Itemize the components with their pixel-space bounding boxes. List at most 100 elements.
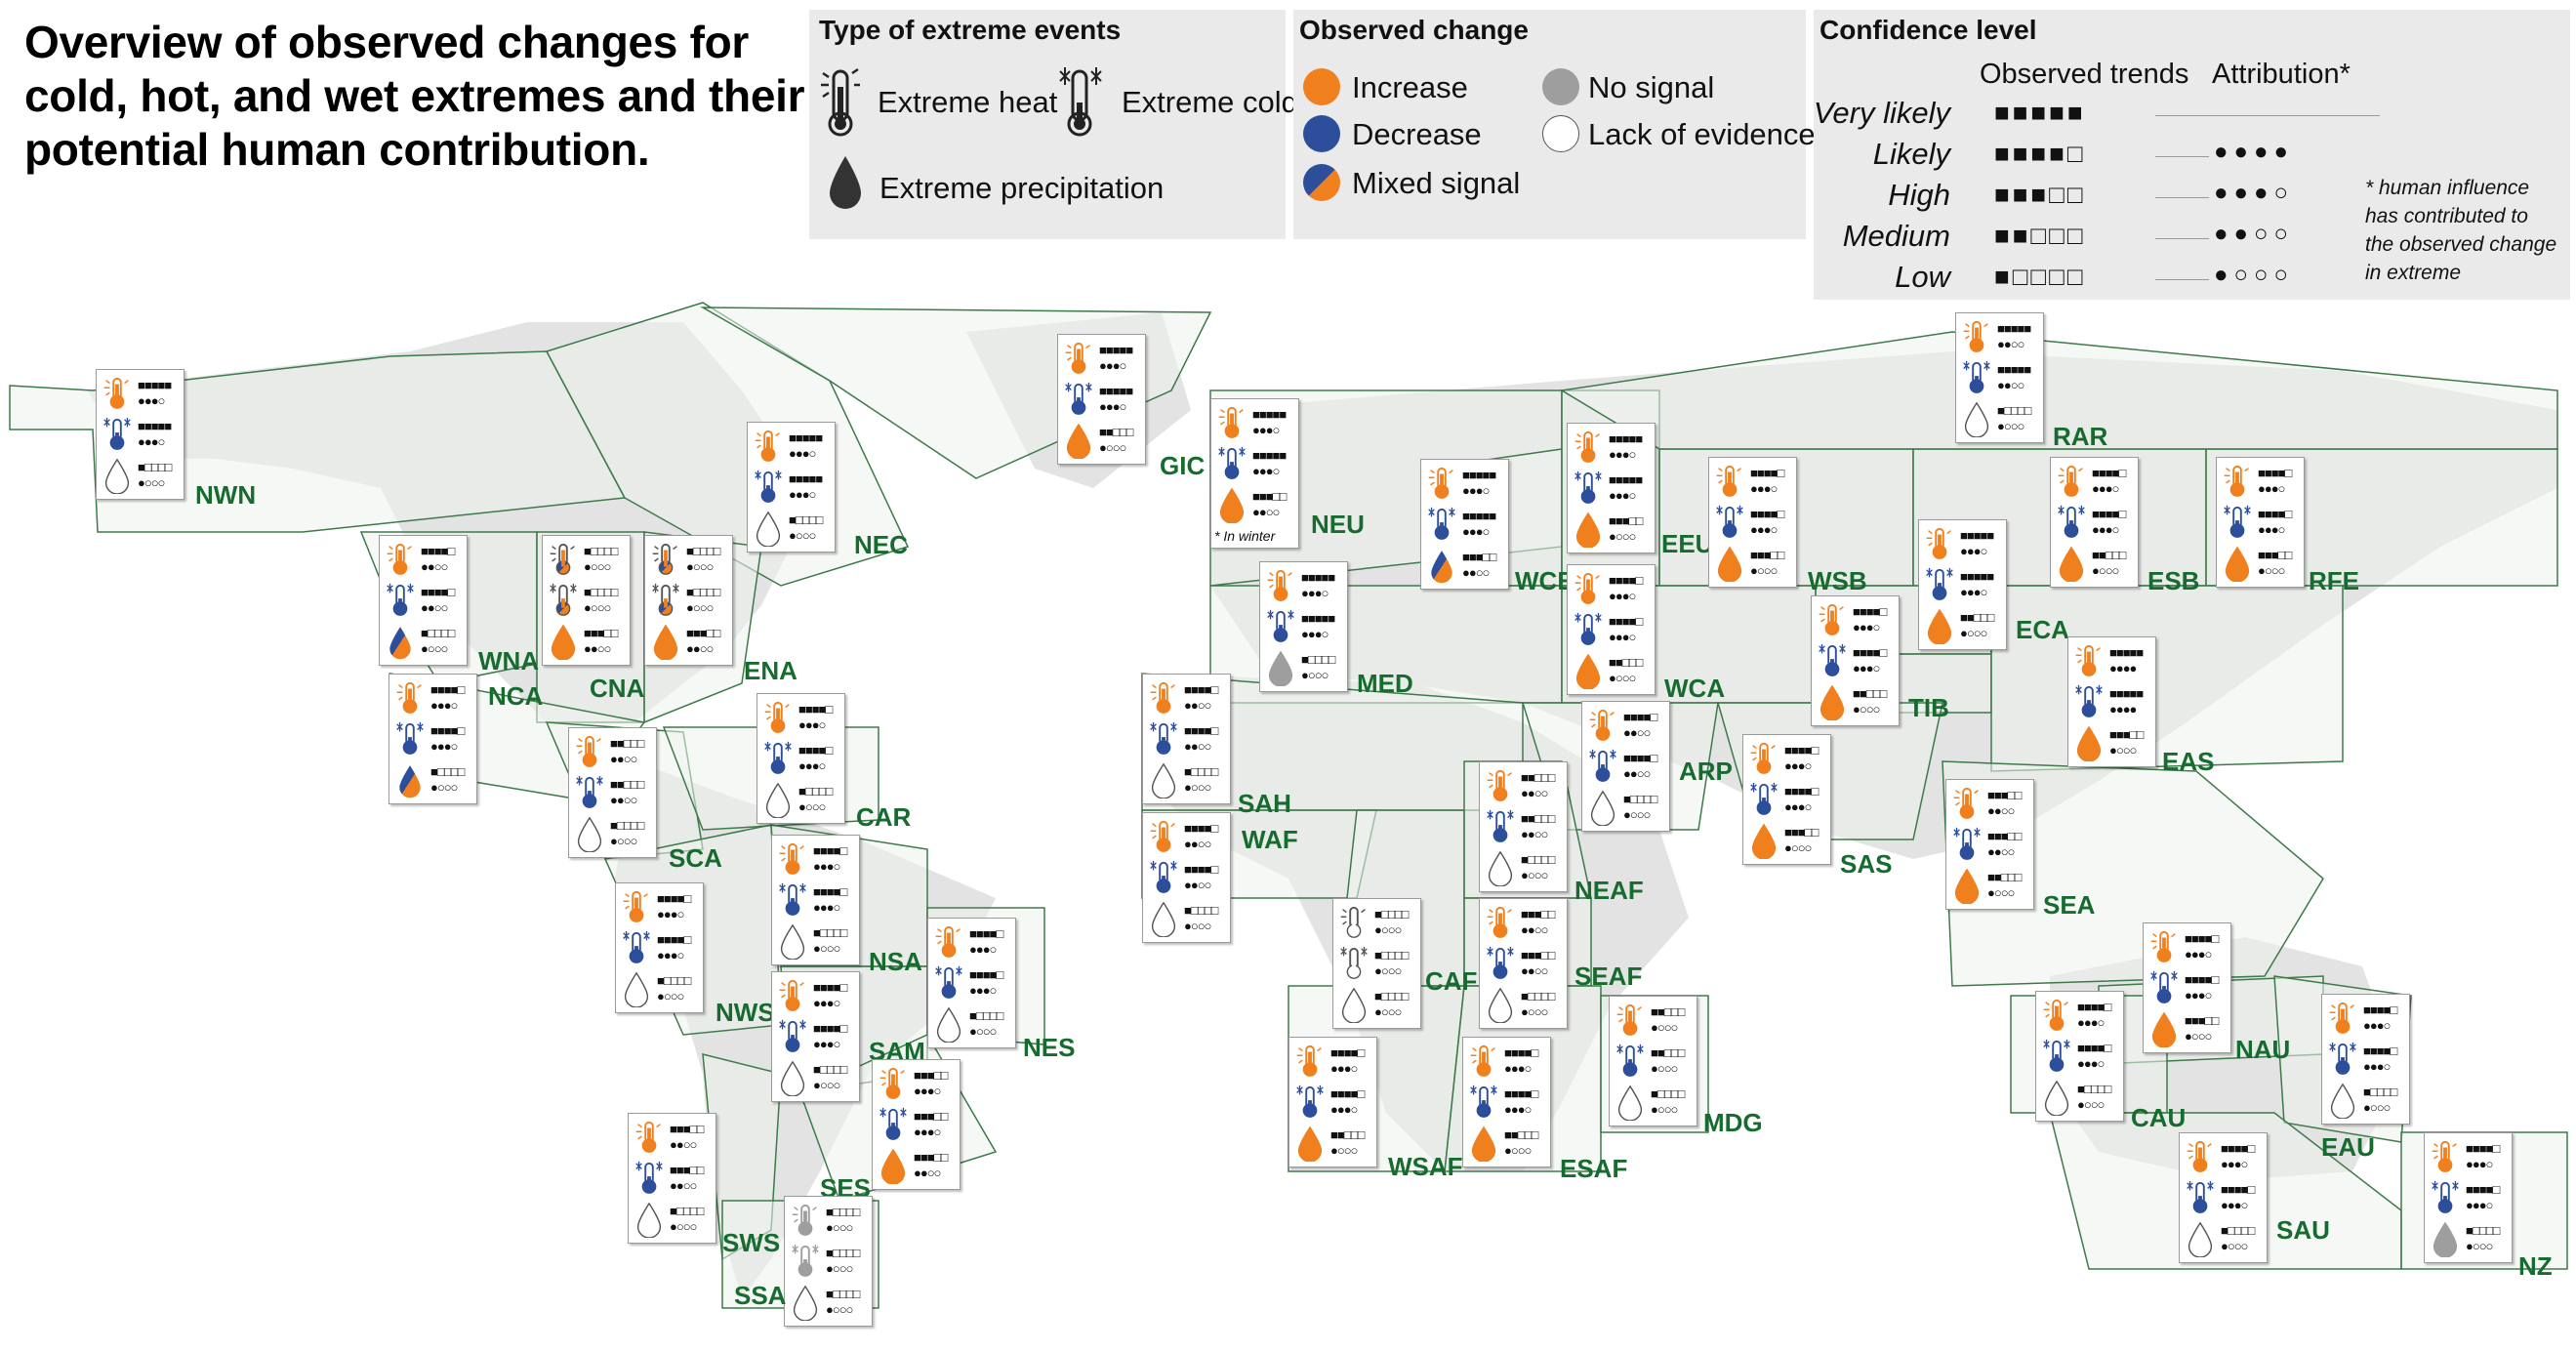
- region-label-caf: CAF: [1425, 966, 1478, 996]
- thermometer-heat-icon: [1616, 1003, 1642, 1036]
- trend-squares: ■■■■□: [1504, 1086, 1538, 1101]
- trend-squares: ■■■■■: [1252, 448, 1287, 463]
- region-panel-wna: ■■■■□ ●●○○ ■■■■□ ●●○○ ■□□□□ ●○○○: [379, 535, 468, 666]
- region-panel-nau: ■■■■□ ●●●○ ■■■■□ ●●●○ ■■■□□ ●○○○: [2143, 922, 2231, 1053]
- thermometer-heat-icon: [2432, 1140, 2457, 1172]
- region-label-eas: EAS: [2162, 747, 2215, 776]
- attribution-dots: ●○○○: [670, 1219, 697, 1234]
- region-row-heat: ■■■■□ ●●●○: [1747, 739, 1827, 778]
- attribution-dots: ●○○○: [2221, 1239, 2248, 1253]
- attribution-dots: ●●●○: [798, 758, 826, 773]
- trend-squares: ■□□□□: [826, 1246, 860, 1260]
- confidence-level-label: Medium: [1842, 219, 1950, 253]
- drop-icon: [1717, 546, 1742, 582]
- thermometer-heat-icon: [1716, 465, 1741, 497]
- drop-icon: [1751, 823, 1777, 859]
- drop-icon: [397, 762, 423, 798]
- trend-squares: ■■■■□: [1184, 821, 1218, 836]
- region-row-prec: ■■□□□ ●○○○: [2055, 544, 2135, 583]
- attribution-dots: ●○○○: [2466, 1239, 2493, 1253]
- region-row-cold: ■■■■□ ●●●○: [761, 739, 841, 778]
- thermometer-cold-icon: [2432, 1180, 2459, 1213]
- region-row-cold: ■□□□□ ●○○○: [547, 581, 627, 620]
- trend-squares: ■■■■□: [1784, 743, 1819, 757]
- trend-squares: ■■■■□: [2466, 1141, 2500, 1156]
- region-label-wce: WCE: [1515, 566, 1574, 595]
- drop-icon: [936, 1006, 961, 1043]
- trend-squares: ■■■■□: [2363, 1044, 2397, 1058]
- region-row-cold: ■□□□□ ●○○○: [649, 581, 729, 620]
- region-label-waf: WAF: [1242, 825, 1298, 854]
- region-panel-rfe: ■■■■□ ●●●○ ■■■■□ ●●●○ ■■■□□ ●○○○: [2216, 457, 2305, 588]
- region-row-prec: ■□□□□ ●○○○: [789, 1283, 869, 1322]
- region-panel-waf: ■■■■□ ●●○○ ■■■■□ ●●○○ ■□□□□ ●○○○: [1142, 812, 1231, 943]
- attribution-dots: ●●●○: [657, 948, 684, 962]
- attribution-dots: ●●●○: [2258, 522, 2285, 537]
- winter-note: * In winter: [1214, 528, 1276, 544]
- thermometer-heat-icon: [1953, 787, 1979, 819]
- attribution-dots: ●●●○: [1252, 423, 1280, 437]
- attribution-dots: ●●●○: [813, 859, 840, 874]
- region-row-heat: ■■■■□ ●●●○: [620, 887, 700, 926]
- region-row-heat: ■■■■□ ●●●○: [2429, 1137, 2509, 1176]
- region-row-prec: ■■■□□ ●○○○: [1713, 544, 1793, 583]
- region-row-heat: ■■■■□ ●●●○: [2147, 927, 2228, 966]
- legend-events-header: Type of extreme events: [819, 15, 1122, 45]
- thermometer-cold-icon: [1819, 643, 1846, 676]
- region-row-cold: ■■■■□ ●●●○: [620, 928, 700, 967]
- region-row-heat: ■■■■■ ●●●○: [1215, 403, 1295, 442]
- trend-squares: ■■■■□: [2185, 931, 2219, 946]
- region-row-heat: ■■■■■ ●●●○: [1425, 464, 1505, 503]
- attribution-dots: ●●●○: [2077, 1015, 2105, 1030]
- region-row-heat: ■■■■□ ●●●○: [761, 698, 841, 737]
- trend-squares: ■□□□□: [969, 1008, 1003, 1023]
- attribution-dots: ●●●○: [2221, 1157, 2248, 1171]
- region-panel-nca: ■■■■□ ●●●○ ■■■■□ ●●●○ ■□□□□ ●○○○: [388, 674, 477, 804]
- attribution-dots: ●●●○: [789, 446, 816, 461]
- region-label-rar: RAR: [2053, 422, 2108, 451]
- attribution-dots: ●●●○: [2092, 481, 2119, 496]
- region-panel-sca: ■■□□□ ●●○○ ■■□□□ ●●○○ ■□□□□ ●○○○: [568, 727, 657, 858]
- confidence-connector-line: [2155, 238, 2209, 239]
- region-row-prec: ■■■□□ ●○○○: [1747, 821, 1827, 860]
- drop-icon: [1820, 684, 1845, 720]
- region-row-heat: ■■■■□ ●●●○: [2055, 462, 2135, 501]
- drop-icon: [1954, 868, 1980, 904]
- trend-squares: ■□□□□: [798, 784, 833, 798]
- confidence-attribution-dots: ●●●○: [2214, 180, 2294, 206]
- trend-squares: ■□□□□: [584, 585, 618, 599]
- trend-squares: ■■■□□: [1521, 907, 1555, 921]
- attribution-dots: ●○○○: [584, 559, 611, 574]
- region-row-heat: ■■■■■ ●●●○: [1264, 566, 1344, 605]
- thermometer-cold-icon: [1059, 67, 1102, 137]
- attribution-dots: ●○○○: [2258, 563, 2285, 578]
- trend-squares: ■□□□□: [789, 512, 823, 527]
- attribution-dots: ●●●○: [430, 739, 458, 754]
- thermometer-cold-icon: [1574, 471, 1602, 504]
- region-row-prec: ■□□□□ ●○○○: [573, 814, 653, 853]
- region-panel-sah: ■■■■□ ●●○○ ■■■■□ ●●○○ ■□□□□ ●○○○: [1142, 674, 1231, 804]
- trend-squares: ■■■■■: [138, 378, 172, 392]
- region-panel-sws: ■■■□□ ●●○○ ■■■□□ ●●○○ ■□□□□ ●○○○: [628, 1113, 716, 1244]
- trend-squares: ■□□□□: [1521, 852, 1555, 867]
- thermometer-cold-icon: [1487, 946, 1514, 979]
- drop-icon: [1964, 401, 1989, 437]
- attribution-dots: ●●○○: [1987, 844, 2015, 859]
- thermometer-cold-icon: [1296, 1085, 1324, 1118]
- thermometer-cold-icon: [1716, 505, 1743, 538]
- region-label-neaf: NEAF: [1574, 876, 1644, 905]
- region-row-prec: ■■■□□ ●●○○: [1425, 546, 1505, 585]
- attribution-dots: ●●●○: [2363, 1059, 2391, 1074]
- trend-squares: ■■■■□: [2258, 466, 2292, 480]
- region-row-cold: ■■■■■ ●●●○: [1215, 444, 1295, 483]
- region-panel-nwn: ■■■■■ ●●●○ ■■■■■ ●●●○ ■□□□□ ●○○○: [96, 369, 184, 500]
- attribution-dots: ●●●○: [1750, 481, 1778, 496]
- drop-icon: [880, 1148, 906, 1184]
- region-row-heat: ■■■■■ ●●●○: [1923, 524, 2003, 563]
- region-label-sca: SCA: [669, 843, 722, 873]
- region-label-sas: SAS: [1840, 849, 1893, 879]
- trend-squares: ■□□□□: [430, 764, 465, 779]
- attribution-dots: ●○○○: [969, 1024, 997, 1039]
- trend-squares: ■■■■□: [1623, 751, 1657, 765]
- trend-squares: ■■■■■: [1301, 570, 1335, 585]
